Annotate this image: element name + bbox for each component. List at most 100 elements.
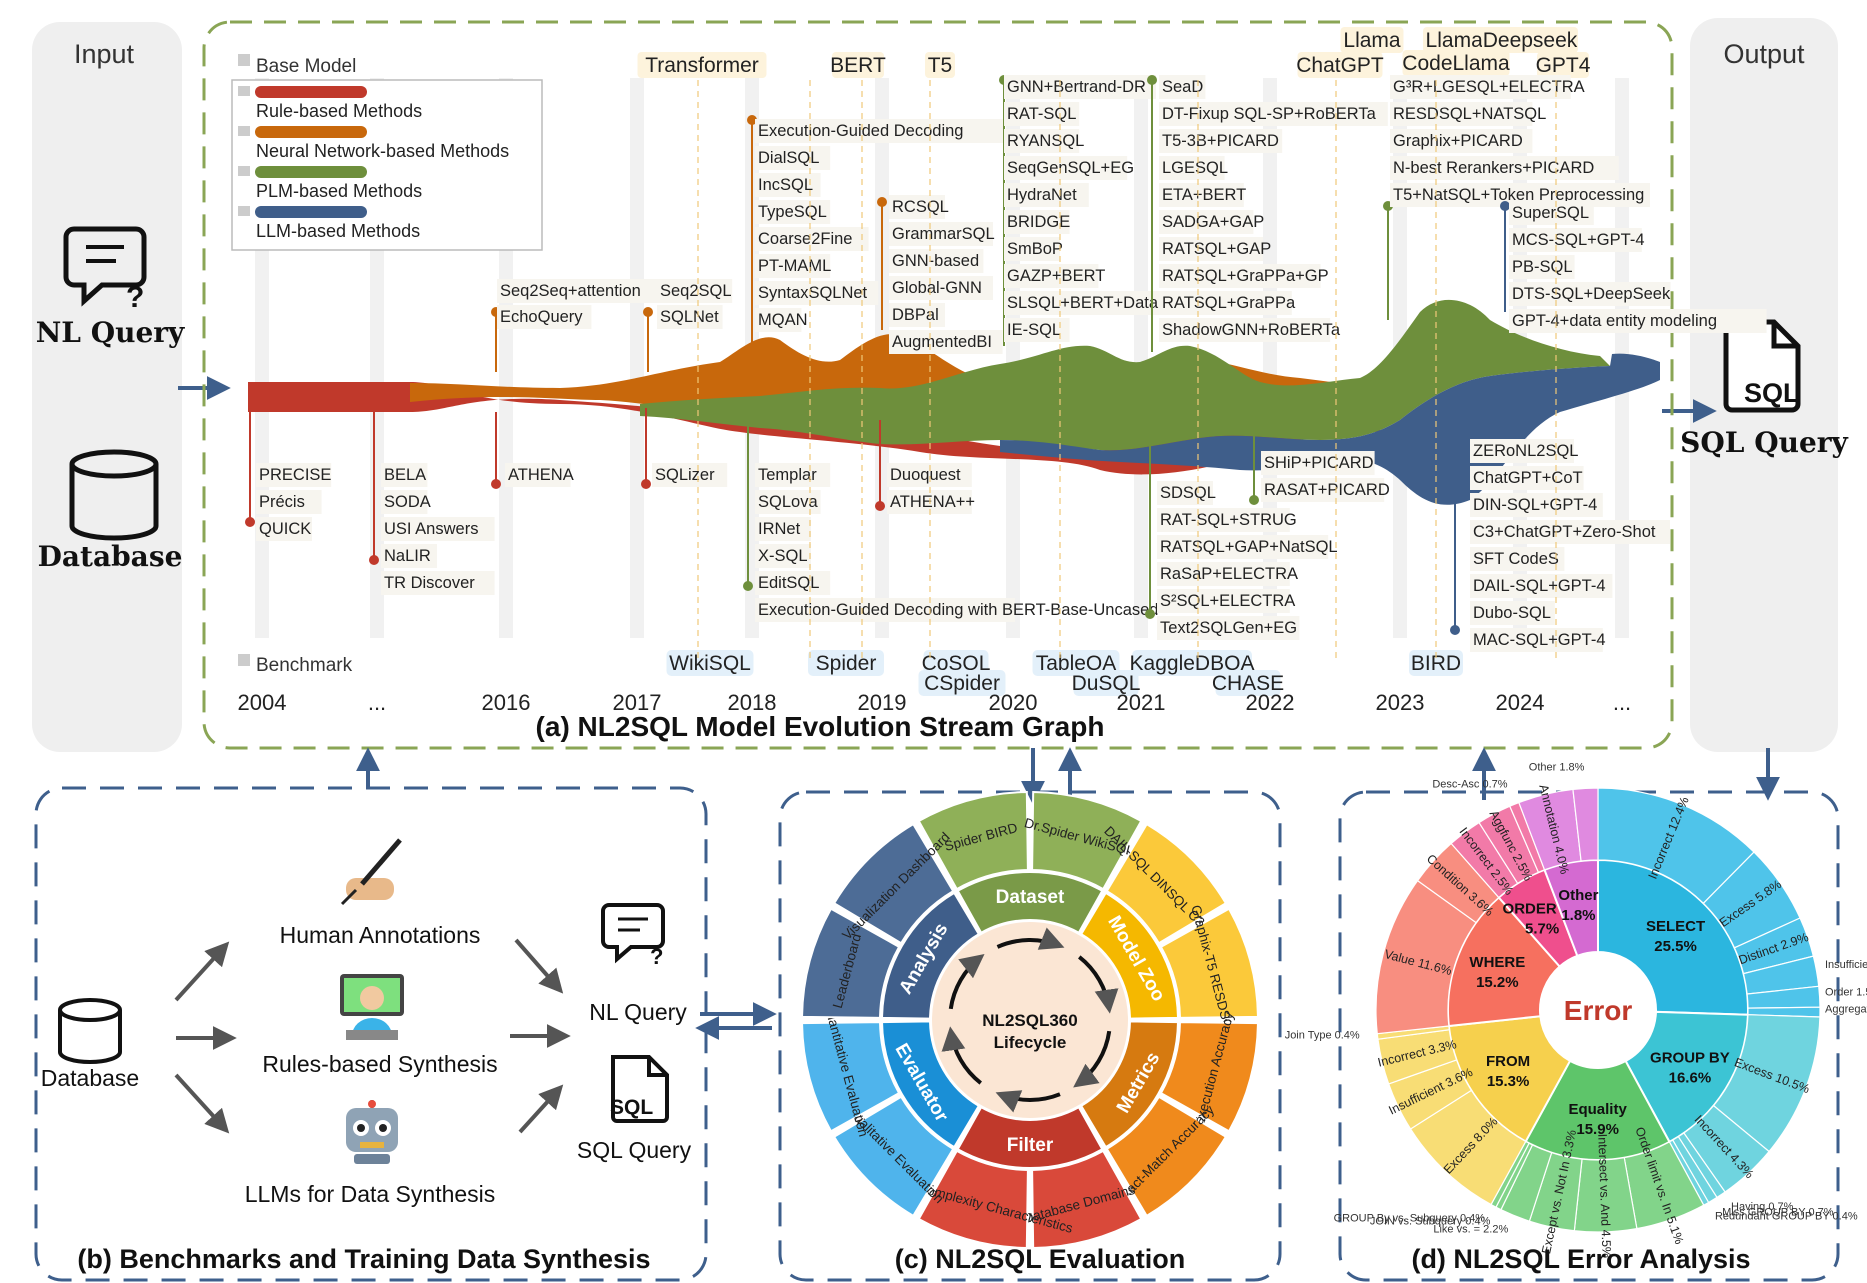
method-label: RATSQL+GAP (1162, 240, 1271, 258)
stream-caption: (a) NL2SQL Model Evolution Stream Graph (536, 711, 1105, 742)
method-label: RAT-SQL+STRUG (1160, 511, 1297, 529)
stream-plm-based (640, 299, 1610, 451)
error-outer-label: GROUP By vs. Subquery 0.4% (1334, 1213, 1486, 1225)
year-label: ... (1613, 690, 1631, 715)
error-caption: (d) NL2SQL Error Analysis (1411, 1244, 1750, 1274)
method-label: DIN-SQL+GPT-4 (1473, 496, 1597, 514)
method-label: BRIDGE (1007, 213, 1070, 231)
eval-outer-segment (1105, 1095, 1228, 1218)
method-label: SODA (384, 493, 431, 511)
method-label: PT-MAML (758, 257, 831, 275)
method-label: SeqGenSQL+EG (1007, 159, 1134, 177)
eval-inner-label: Filter (1007, 1135, 1054, 1156)
benchmark-label: Spider (816, 652, 877, 675)
output-title: Output (1723, 39, 1805, 69)
eval-inner-segment (1079, 891, 1180, 1020)
method-label: ShadowGNN+RoBERTa (1162, 321, 1341, 339)
error-inner-pct: 1.8% (1561, 907, 1595, 924)
method-label: RATSQL+GAP+NatSQL (1160, 538, 1338, 556)
eval-outer-segment (1031, 791, 1143, 891)
error-inner-pct: 15.9% (1576, 1121, 1619, 1138)
method-label: PB-SQL (1512, 258, 1573, 276)
method-label: DBPal (892, 306, 939, 324)
error-inner-label: Equality (1568, 1101, 1627, 1118)
sql-file-icon: SQL (1723, 319, 1801, 413)
sql-file-icon-small: SQL (610, 1055, 669, 1123)
method-label: N-best Rerankers+PICARD (1393, 159, 1594, 177)
benchmark-label: CoSQL (922, 652, 991, 675)
benchmark-label: CSpider (924, 672, 1000, 695)
method-label: ATHENA++ (890, 493, 975, 511)
benchmark-label: WikiSQL (669, 652, 751, 675)
method-label: DT-Fixup SQL-SP+RoBERTa (1162, 105, 1377, 123)
legend-item-label: PLM-based Methods (256, 181, 422, 201)
eval-outer-segment (1105, 822, 1228, 945)
method-label: Coarse2Fine (758, 230, 852, 248)
error-center-label: Error (1564, 995, 1633, 1026)
benchmark-label: DuSQL (1072, 672, 1141, 695)
method-label: BELA (384, 466, 426, 484)
human-annotations-label: Human Annotations (280, 922, 481, 948)
method-label: SQLizer (655, 466, 715, 484)
eval-outer-segment (801, 907, 901, 1019)
error-inner-pct: 5.7% (1525, 921, 1559, 938)
method-label: TR Discover (384, 574, 475, 592)
eval-center-line-1: NL2SQL360 (982, 1011, 1077, 1030)
eval-outer-segment (917, 791, 1029, 891)
benchmark-label: KaggleDBQA (1130, 652, 1255, 675)
b-nl-query-label: NL Query (589, 999, 687, 1025)
method-label: Précis (259, 493, 305, 511)
method-label: RESDSQL+NATSQL (1393, 105, 1546, 123)
method-label: HydraNet (1007, 186, 1077, 204)
error-outer-label: Insufficient 2.2% (1825, 959, 1867, 971)
output-panel: Output SQL SQL Query (1680, 18, 1849, 752)
method-label: SmBoP (1007, 240, 1063, 258)
error-inner-label: WHERE (1469, 954, 1525, 971)
base-model-label: Llama2 (1426, 29, 1495, 52)
stream-legend: Base Model Rule-based Methods Neural Netw… (231, 54, 543, 251)
method-label: G³R+LGESQL+ELECTRA (1393, 78, 1585, 96)
method-label: SFT CodeS (1473, 550, 1559, 568)
error-outer-label: Like vs. = 2.2% (1433, 1224, 1508, 1236)
error-inner-label: FROM (1486, 1053, 1530, 1070)
year-label: 2019 (858, 690, 907, 715)
year-label: 2004 (238, 690, 287, 715)
eval-outer-segment (1159, 1021, 1259, 1133)
year-label: 2021 (1117, 690, 1166, 715)
error-inner-label: SELECT (1646, 918, 1705, 935)
benchmarks-caption: (b) Benchmarks and Training Data Synthes… (77, 1244, 650, 1274)
year-label: 2022 (1246, 690, 1295, 715)
base-model-label: Llama (1343, 29, 1401, 52)
method-label: EditSQL (758, 574, 819, 592)
year-band (630, 78, 644, 638)
method-label: GAZP+BERT (1007, 267, 1105, 285)
method-label: PRECISE (259, 466, 331, 484)
year-label: 2023 (1376, 690, 1425, 715)
method-label: ETA+BERT (1162, 186, 1246, 204)
nl-query-icon: ? (63, 226, 147, 314)
base-model-label: GPT4 (1536, 54, 1591, 77)
method-label: Global-GNN (892, 279, 982, 297)
method-label: ZERoNL2SQL (1473, 442, 1578, 460)
database-icon-small (58, 998, 122, 1064)
method-label: SDSQL (1160, 484, 1216, 502)
error-outer-label: Miss GROUP BY 0.7% (1722, 1206, 1834, 1218)
method-label: QUICK (259, 520, 311, 538)
method-label: LGESQL (1162, 159, 1228, 177)
base-model-label: BERT (830, 54, 886, 77)
error-sunburst: SELECT 25.5% GROUP BY 16.6% Equality 15.9% FRO… (1285, 761, 1867, 1258)
method-label: IE-SQL (1007, 321, 1061, 339)
method-label: Duoquest (890, 466, 961, 484)
method-label: Execution-Guided Decoding with BERT-Base… (758, 601, 1159, 619)
error-outer-label: Having 0.7% (1731, 1201, 1794, 1213)
sql-query-label: SQL Query (1680, 426, 1848, 459)
svg-text:SQL: SQL (1744, 378, 1800, 408)
eval-inner-segment (956, 1105, 1104, 1169)
database-icon (69, 449, 159, 541)
method-label: DialSQL (758, 149, 819, 167)
method-label: EchoQuery (500, 308, 583, 326)
error-outer-label: JOIN vs. Subquery 0.4% (1370, 1216, 1491, 1228)
method-label: T5+NatSQL+Token Preprocessing (1393, 186, 1644, 204)
year-axis: 2004... 2016 2017 2018 2019 2020 2021 2022 2023 2… (238, 690, 1632, 715)
